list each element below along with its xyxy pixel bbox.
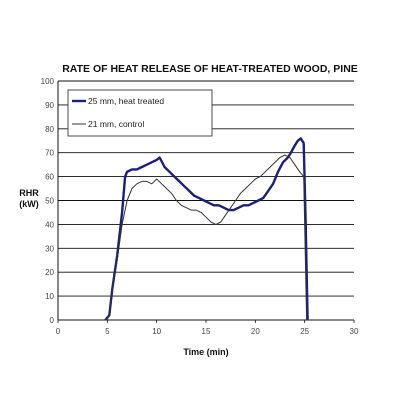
y-tick-90: 90 [45, 101, 54, 110]
data-series [104, 137, 309, 321]
y-axis-label-line-2: (kW) [19, 199, 39, 209]
y-tick-20: 20 [45, 268, 54, 277]
x-tick-10: 10 [152, 327, 161, 336]
y-tick-100: 100 [41, 77, 55, 86]
legend-label-control: 21 mm, control [88, 119, 144, 129]
series-line-0 [104, 137, 309, 321]
x-tick-30: 30 [350, 327, 359, 336]
legend: 25 mm, heat treated 21 mm, control [67, 89, 213, 137]
legend-box [67, 89, 213, 137]
x-tick-0: 0 [56, 327, 61, 336]
y-tick-0: 0 [50, 316, 55, 325]
y-tick-60: 60 [45, 173, 54, 182]
x-tick-20: 20 [251, 327, 260, 336]
y-tick-70: 70 [45, 149, 54, 158]
y-tick-40: 40 [45, 220, 54, 229]
series-line-1 [105, 154, 308, 321]
chart-title: RATE OF HEAT RELEASE OF HEAT-TREATED WOO… [62, 63, 358, 75]
x-tick-5: 5 [105, 327, 110, 336]
y-tick-labels: 0 10 20 30 40 50 60 70 80 90 100 [41, 77, 55, 325]
y-axis-label-line-1: RHR [19, 188, 39, 198]
legend-label-heat-treated: 25 mm, heat treated [88, 96, 164, 106]
x-tick-15: 15 [202, 327, 211, 336]
axes [57, 81, 355, 323]
y-tick-80: 80 [45, 125, 54, 134]
y-tick-10: 10 [45, 292, 54, 301]
x-tick-labels: 0 5 10 15 20 25 30 [56, 327, 359, 336]
x-tick-25: 25 [300, 327, 309, 336]
y-tick-30: 30 [45, 244, 54, 253]
x-axis-label: Time (min) [183, 347, 228, 357]
y-tick-50: 50 [45, 197, 54, 206]
